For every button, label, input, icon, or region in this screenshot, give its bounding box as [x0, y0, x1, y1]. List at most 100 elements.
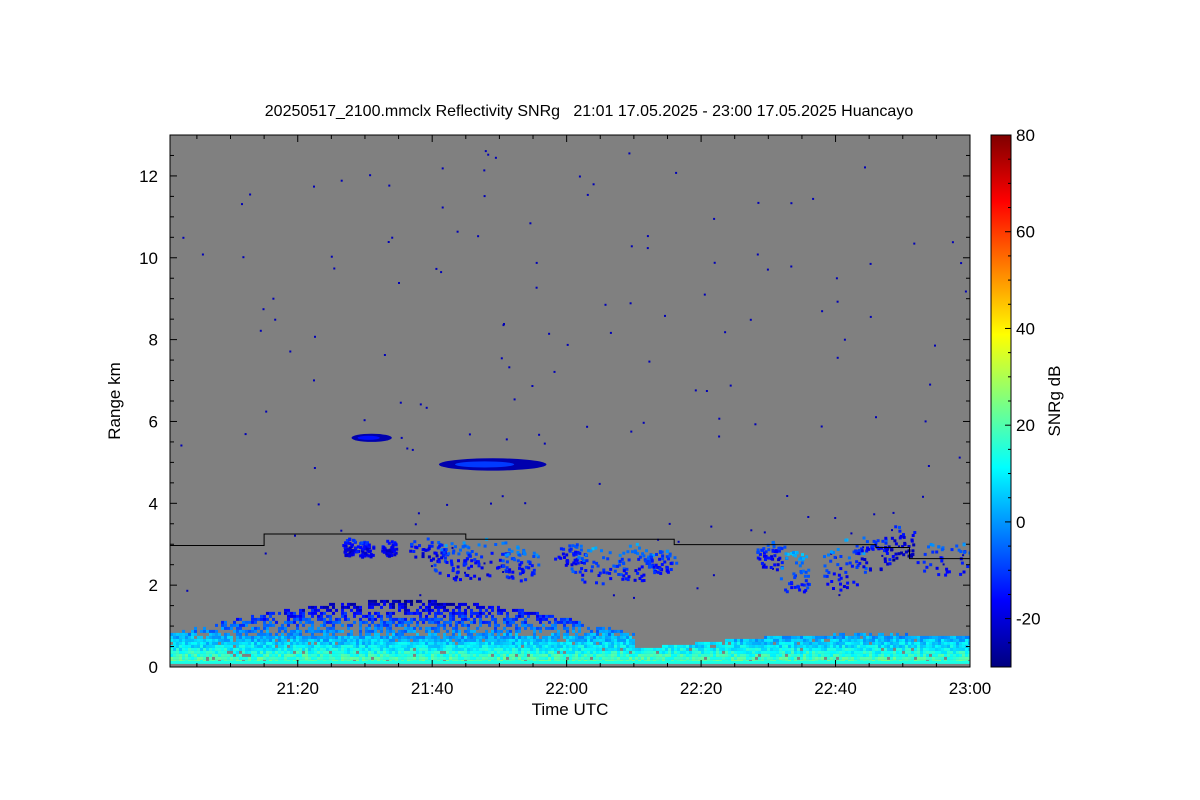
noise-pixel — [836, 300, 839, 303]
noise-pixel — [924, 420, 927, 423]
noise-pixel — [535, 261, 538, 264]
noise-pixel — [628, 152, 631, 155]
noise-pixel — [586, 193, 589, 196]
noise-pixel — [487, 153, 490, 156]
noise-pixel — [369, 174, 372, 177]
echo-region-elevated-layer-5.6km — [351, 433, 392, 442]
noise-pixel — [414, 523, 417, 526]
noise-pixel — [927, 465, 930, 467]
noise-pixel — [333, 267, 336, 270]
noise-pixel — [464, 571, 466, 574]
noise-pixel — [821, 310, 824, 313]
noise-pixel — [703, 293, 706, 296]
noise-pixel — [749, 318, 752, 321]
noise-pixel — [265, 410, 268, 413]
noise-pixel — [835, 277, 838, 280]
noise-pixel — [864, 166, 866, 169]
noise-pixel — [502, 324, 505, 327]
noise-pixel — [646, 235, 649, 238]
noise-pixel — [259, 329, 262, 332]
noise-pixel — [891, 529, 893, 532]
noise-pixel — [922, 495, 924, 498]
noise-pixel — [668, 522, 671, 525]
noise-pixel — [598, 482, 601, 485]
noise-pixel — [456, 230, 459, 233]
noise-pixel — [531, 385, 534, 387]
noise-pixel — [419, 403, 422, 406]
plot-background — [170, 135, 970, 667]
x-tick-label: 21:20 — [276, 679, 319, 698]
x-axis-label: Time UTC — [532, 700, 609, 719]
x-tick-label: 22:40 — [814, 679, 857, 698]
noise-pixel — [629, 302, 632, 305]
noise-pixel — [630, 430, 633, 433]
noise-pixel — [317, 503, 320, 506]
x-tick-label: 21:40 — [411, 679, 454, 698]
noise-pixel — [862, 546, 865, 549]
noise-pixel — [951, 241, 954, 244]
chart-title: 20250517_2100.mmclx Reflectivity SNRg 21… — [265, 103, 914, 120]
colorbar-tick-label: -20 — [1016, 610, 1041, 629]
noise-pixel — [694, 389, 697, 392]
noise-pixel — [272, 297, 275, 300]
y-axis-ticks: 0 2 4 6 8 10 12 — [139, 134, 970, 677]
noise-pixel — [330, 255, 333, 258]
y-tick-label: 6 — [149, 412, 158, 431]
colorbar-tick-label: 0 — [1016, 513, 1025, 532]
noise-pixel — [648, 360, 651, 363]
noise-pixel — [713, 261, 716, 264]
noise-pixel — [484, 150, 487, 153]
noise-pixel — [592, 183, 595, 186]
noise-pixel — [180, 444, 183, 447]
noise-pixel — [502, 571, 505, 573]
noise-pixel — [566, 343, 569, 346]
noise-pixel — [244, 433, 247, 436]
y-tick-label: 10 — [139, 249, 158, 268]
noise-pixel — [843, 338, 846, 341]
noise-pixel — [483, 169, 486, 172]
noise-pixel — [313, 379, 315, 382]
noise-pixel — [958, 456, 961, 459]
colorbar-ticks: -20 0 20 40 60 80 — [1005, 126, 1041, 668]
noise-pixel — [942, 563, 945, 566]
noise-pixel — [383, 354, 386, 356]
x-axis-ticks: 21:20 21:40 22:00 22:20 22:40 23:00 — [196, 135, 991, 698]
noise-pixel — [713, 217, 716, 220]
noise-pixel — [483, 195, 486, 198]
noise-pixel — [960, 262, 963, 265]
noise-pixel — [934, 344, 936, 347]
y-axis-label: Range km — [105, 362, 124, 439]
noise-pixel — [786, 495, 789, 497]
noise-pixel — [314, 335, 316, 338]
noise-pixel — [501, 495, 504, 498]
noise-pixel — [766, 268, 769, 271]
noise-pixel — [642, 421, 645, 424]
noise-pixel — [836, 356, 839, 359]
noise-pixel — [425, 406, 428, 409]
noise-pixel — [430, 565, 433, 568]
noise-pixel — [524, 502, 527, 505]
noise-pixel — [340, 179, 343, 182]
noise-pixel — [548, 332, 551, 335]
noise-pixel — [881, 554, 884, 557]
noise-pixel — [633, 596, 635, 599]
colorbar-tick-label: 80 — [1016, 126, 1035, 145]
noise-pixel — [630, 245, 633, 248]
colorbar-label: SNRg dB — [1045, 366, 1064, 437]
noise-pixel — [264, 552, 267, 555]
noise-pixel — [406, 447, 409, 450]
noise-pixel — [543, 442, 546, 445]
noise-pixel — [483, 562, 486, 565]
y-tick-label: 0 — [149, 658, 158, 677]
noise-pixel — [201, 253, 204, 256]
noise-pixel — [869, 262, 872, 265]
echo-regions — [170, 433, 970, 664]
noise-pixel — [529, 222, 532, 225]
noise-pixel — [718, 417, 721, 420]
noise-pixel — [929, 383, 932, 386]
noise-pixel — [411, 448, 414, 451]
noise-pixel — [757, 201, 760, 204]
noise-pixel — [729, 384, 732, 387]
y-tick-label: 8 — [149, 331, 158, 350]
noise-pixel — [490, 502, 492, 505]
